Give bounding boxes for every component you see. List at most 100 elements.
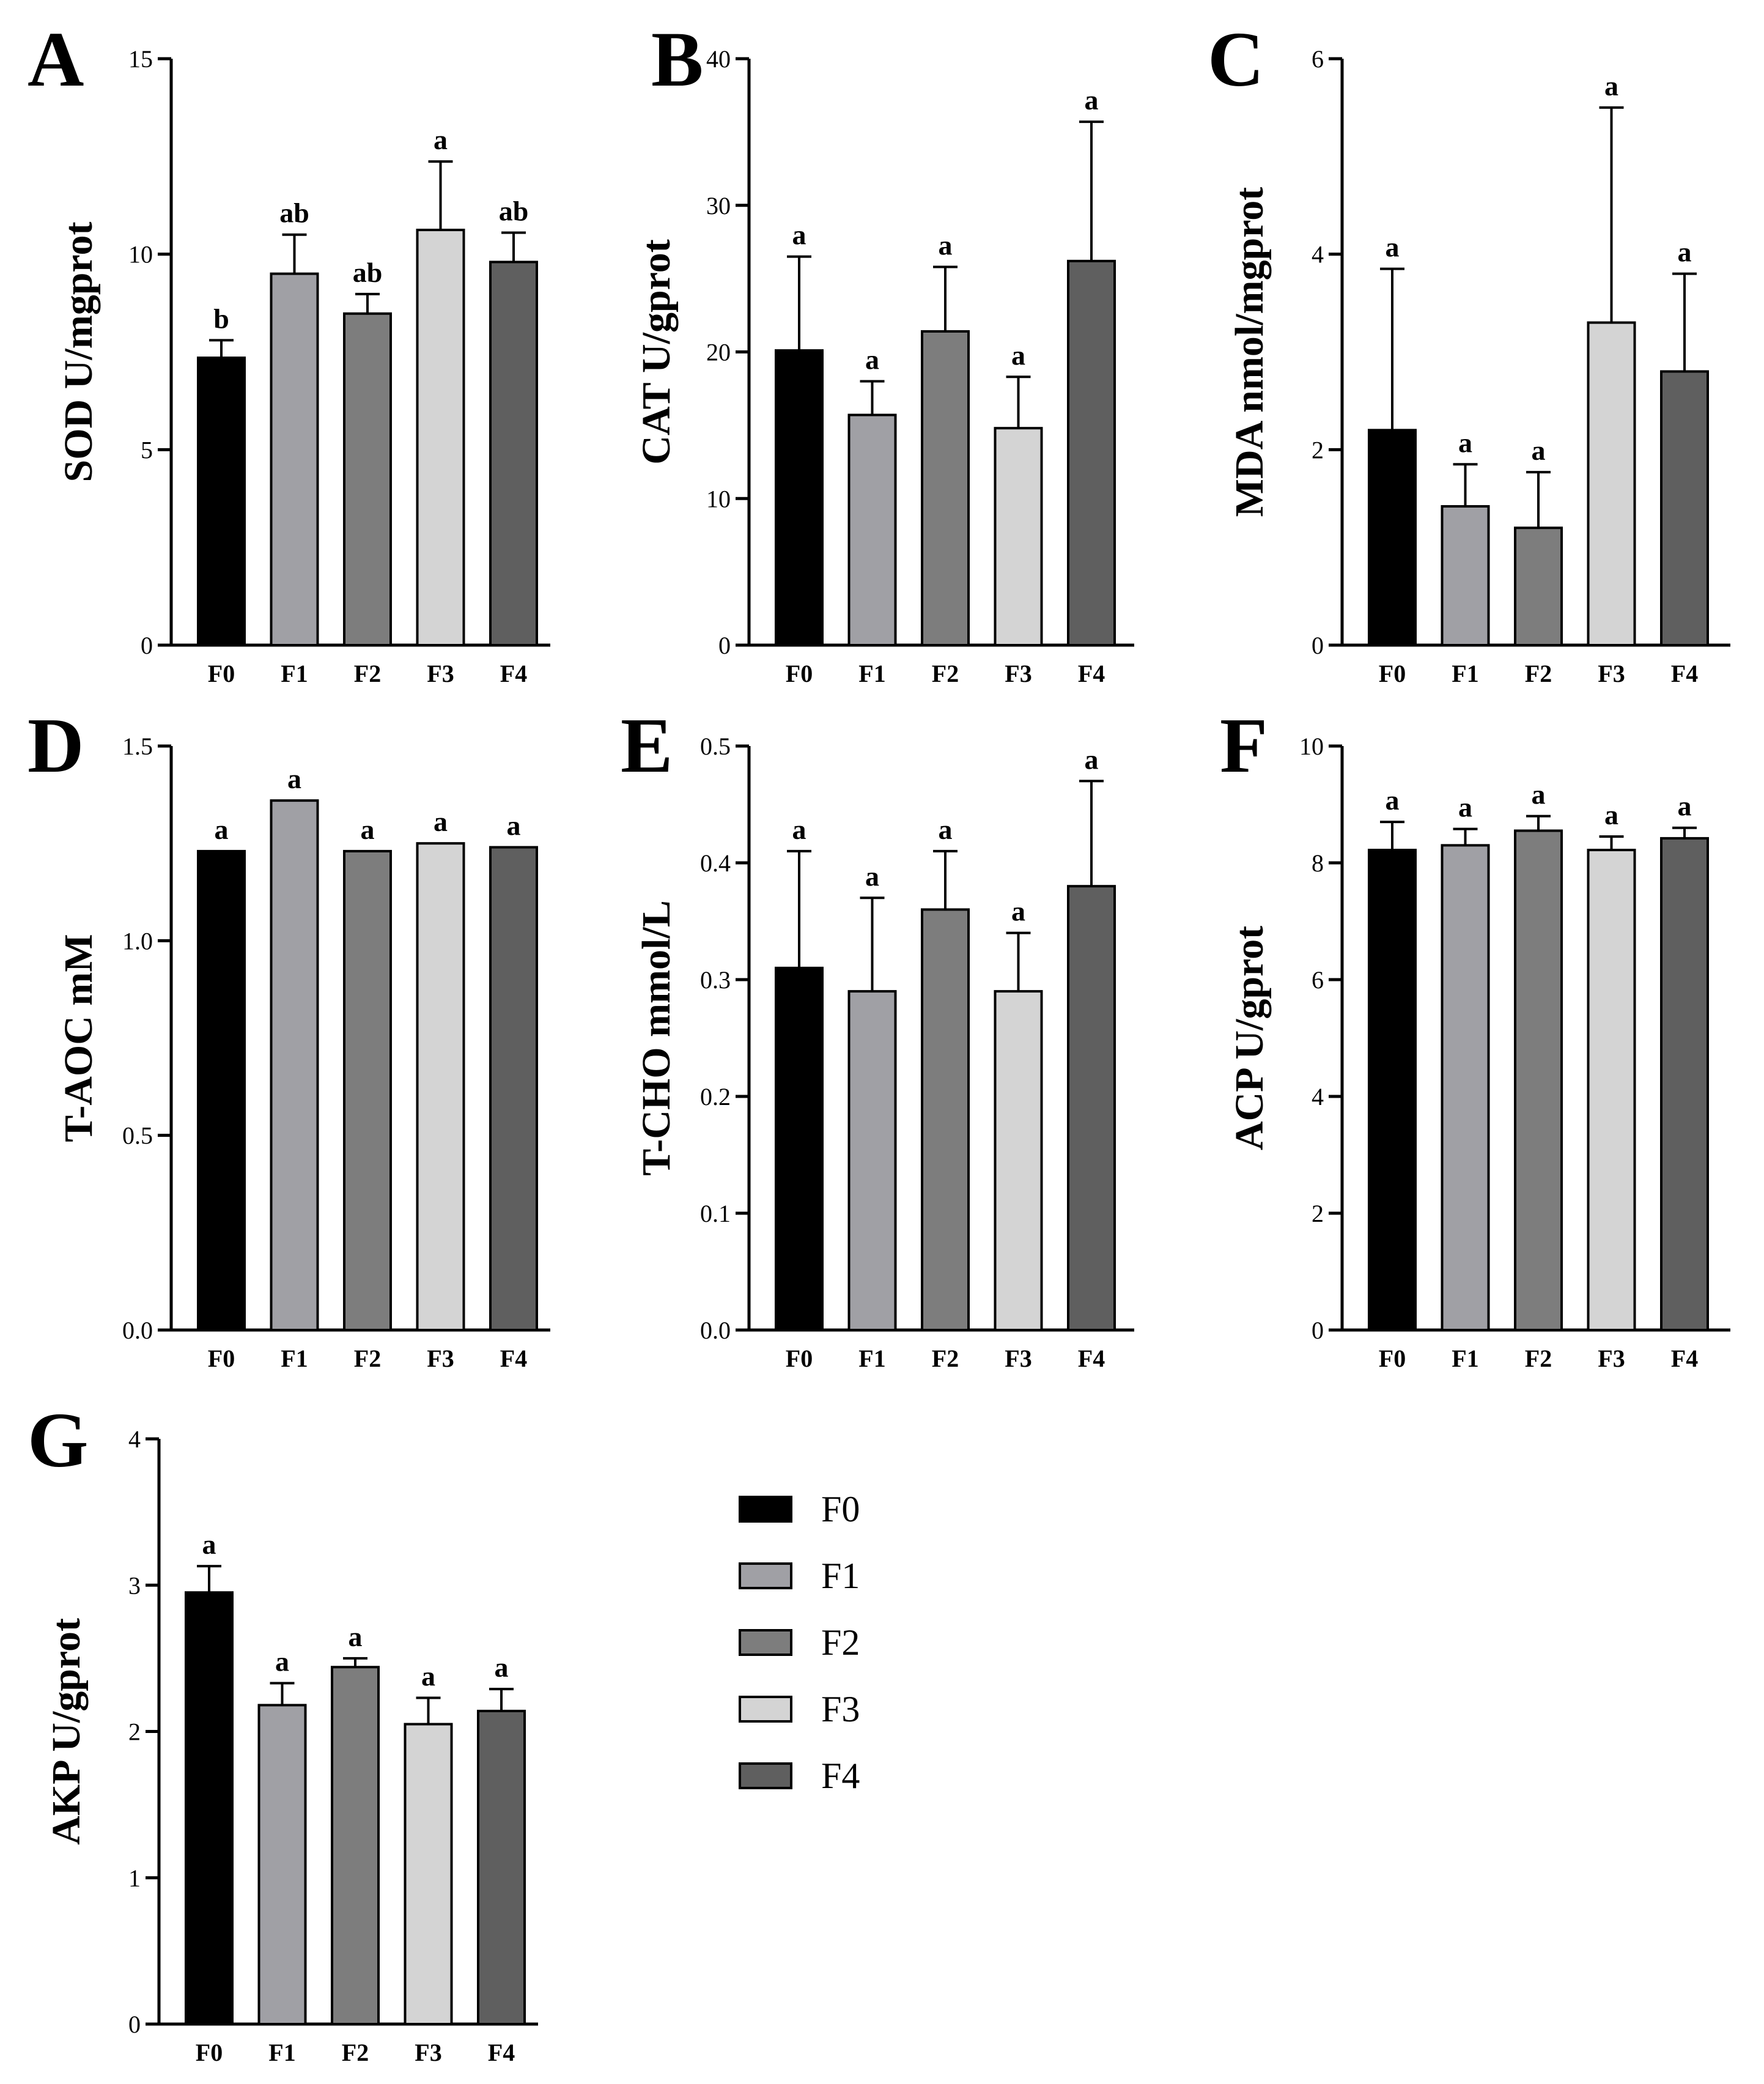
- bar-f1: [257, 1704, 307, 2026]
- x-tick-label: F1: [1452, 1345, 1478, 1372]
- significance-label: a: [434, 806, 448, 837]
- y-tick-label: 10: [1299, 733, 1324, 760]
- y-axis-title: SOD U/mgprot: [56, 222, 101, 482]
- significance-label: a: [495, 1652, 509, 1683]
- x-tick-label: F1: [858, 660, 885, 687]
- y-tick-label: 0: [1312, 1317, 1324, 1344]
- legend-item-f4: F4: [739, 1756, 860, 1796]
- significance-label: a: [287, 763, 301, 794]
- legend: F0 F1 F2 F3 F4: [739, 1489, 860, 1796]
- significance-label: a: [434, 124, 448, 155]
- significance-label: a: [1458, 792, 1472, 823]
- x-tick-label: F1: [281, 660, 308, 687]
- y-axis-title: T-CHO mmol/L: [634, 900, 679, 1175]
- legend-swatch: [739, 1496, 792, 1523]
- bar-f4: [1067, 259, 1116, 647]
- x-tick-label: F3: [1005, 660, 1031, 687]
- significance-label: a: [865, 860, 879, 892]
- legend-label: F0: [821, 1489, 860, 1529]
- bar-f1: [847, 413, 897, 647]
- panel-b: B 0 10 20 30 40 CAT U/gprot a F0 a F1 a F2 a F3 a F4: [634, 16, 1134, 687]
- x-tick-label: F3: [415, 2039, 441, 2066]
- significance-label: ab: [279, 198, 309, 229]
- legend-swatch: [739, 1562, 792, 1589]
- significance-label: a: [792, 814, 806, 845]
- y-axis-title: MDA nmol/mgprot: [1227, 187, 1272, 517]
- significance-label: a: [1011, 896, 1025, 927]
- significance-label: a: [275, 1646, 289, 1677]
- bar-f1: [270, 799, 319, 1331]
- y-tick-label: 6: [1312, 45, 1324, 73]
- y-tick-label: 4: [128, 1425, 141, 1453]
- significance-label: a: [202, 1529, 216, 1560]
- bar-f2: [343, 312, 392, 646]
- significance-label: a: [1604, 799, 1618, 830]
- legend-label: F3: [821, 1689, 860, 1729]
- bar-f0: [197, 357, 246, 647]
- y-tick-label: 0.5: [122, 1122, 153, 1150]
- x-tick-label: F2: [932, 1345, 959, 1372]
- bar-f3: [404, 1723, 453, 2026]
- x-tick-label: F1: [858, 1345, 885, 1372]
- x-tick-label: F3: [427, 1345, 454, 1372]
- y-tick-label: 4: [1312, 241, 1324, 268]
- bar-f3: [1587, 321, 1636, 646]
- bar-f0: [197, 849, 246, 1331]
- y-tick-label: 3: [128, 1572, 141, 1599]
- y-tick-label: 0.3: [700, 966, 731, 994]
- significance-label: a: [1085, 744, 1099, 775]
- significance-label: a: [1011, 339, 1025, 371]
- significance-label: b: [213, 303, 229, 334]
- y-tick-label: 0: [1312, 632, 1324, 659]
- significance-label: a: [792, 220, 806, 251]
- panel-letter: C: [1208, 16, 1264, 103]
- x-tick-label: F3: [1005, 1345, 1031, 1372]
- y-tick-label: 10: [706, 485, 731, 512]
- x-tick-label: F2: [342, 2039, 369, 2066]
- panel-c: C 0 2 4 6 MDA nmol/mgprot a F0 a F1 a F2 a F3 a F4: [1208, 16, 1730, 687]
- bar-f3: [416, 842, 465, 1331]
- significance-label: a: [349, 1621, 363, 1652]
- significance-label: a: [1386, 785, 1400, 816]
- y-tick-label: 6: [1312, 966, 1324, 994]
- legend-label: F1: [821, 1556, 860, 1596]
- y-tick-label: 1.0: [122, 927, 153, 955]
- bar-f3: [994, 990, 1043, 1331]
- bar-f1: [1441, 844, 1490, 1331]
- bar-f4: [477, 1710, 526, 2025]
- bar-f4: [1067, 885, 1116, 1331]
- legend-item-f3: F3: [739, 1689, 860, 1729]
- panel-letter: A: [28, 16, 84, 103]
- legend-swatch: [739, 1696, 792, 1723]
- bar-f3: [994, 427, 1043, 646]
- x-tick-label: F2: [1525, 660, 1552, 687]
- x-tick-label: F0: [786, 1345, 813, 1372]
- x-tick-label: F3: [427, 660, 454, 687]
- significance-label: ab: [353, 257, 383, 288]
- significance-label: a: [1386, 232, 1400, 263]
- significance-label: a: [421, 1660, 435, 1691]
- x-tick-label: F4: [488, 2039, 515, 2066]
- significance-label: a: [215, 814, 229, 845]
- significance-label: a: [361, 814, 375, 845]
- bar-f2: [343, 849, 392, 1331]
- x-tick-label: F4: [500, 1345, 527, 1372]
- legend-label: F2: [821, 1622, 860, 1663]
- bar-f2: [1514, 527, 1563, 647]
- x-tick-label: F0: [1379, 1345, 1406, 1372]
- significance-label: a: [1458, 427, 1472, 458]
- bar-f4: [489, 260, 538, 647]
- bar-f2: [921, 330, 970, 646]
- significance-label: a: [507, 810, 521, 841]
- x-tick-label: F4: [1078, 660, 1105, 687]
- y-tick-label: 0.4: [700, 849, 731, 877]
- bar-f2: [921, 908, 970, 1331]
- y-tick-label: 8: [1312, 849, 1324, 877]
- y-tick-label: 20: [706, 339, 731, 366]
- panel-letter: G: [28, 1397, 89, 1484]
- x-tick-label: F2: [1525, 1345, 1552, 1372]
- y-tick-label: 0: [128, 2011, 141, 2038]
- legend-label: F4: [821, 1756, 860, 1796]
